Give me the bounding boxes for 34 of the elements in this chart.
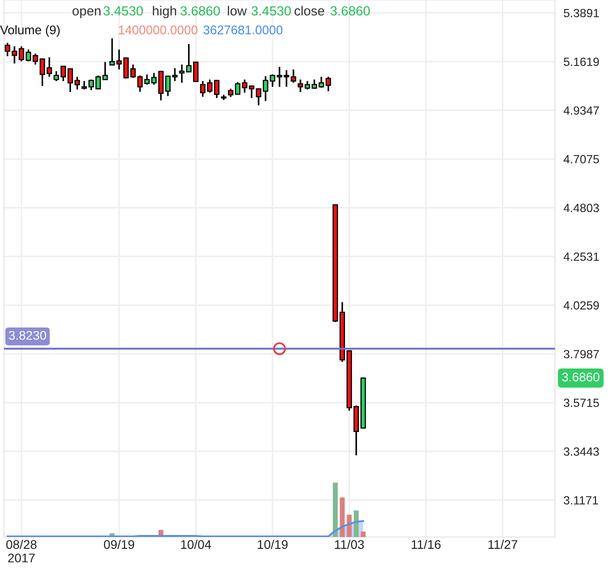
annotation: 3.6860 [180,6,220,16]
x-tick-label: 10/04 [181,540,212,549]
annotation: 3.4530 [104,6,143,16]
y-tick-label: 3.3443 [564,447,599,456]
y-tick-label: 4.0259 [564,301,599,310]
x-tick-label: 10/19 [258,540,288,549]
y-tick-label: 4.7075 [564,155,599,164]
annotation: open [72,8,100,18]
x-tick-label: 11/03 [335,540,364,549]
y-tick-label: 5.3891 [564,8,599,18]
annotation: 3.4530 [252,6,291,16]
x-tick-label: 11/27 [488,540,518,549]
y-tick-label: 4.9347 [564,106,599,115]
ref-line-label: 3.8230 [8,330,46,340]
annotation: 1400000.0000 [118,26,198,34]
y-tick-label: 4.4803 [564,204,599,212]
x-tick-label: 09/19 [104,540,134,549]
y-tick-label: 3.1171 [564,496,598,504]
y-tick-label: 3.7987 [564,350,599,358]
annotation: Volume (9) [0,25,60,37]
y-tick-label: 3.5715 [564,398,599,408]
text: 3.6860 [562,372,600,382]
candlestick [137,74,143,93]
y-tick-label: 5.1619 [564,58,599,66]
annotation: high [152,6,176,18]
bar [360,532,366,537]
candlestick [276,66,282,88]
x-tick-label: 11/16 [412,540,441,549]
annotation: low [228,6,247,16]
x-tick-label: 08/28 2017 [6,540,37,562]
annotation: 3627681.0000 [203,26,282,34]
annotation: 3.6860 [330,6,370,16]
y-tick-label: 4.2531 [564,252,599,261]
annotation: close [294,6,324,16]
